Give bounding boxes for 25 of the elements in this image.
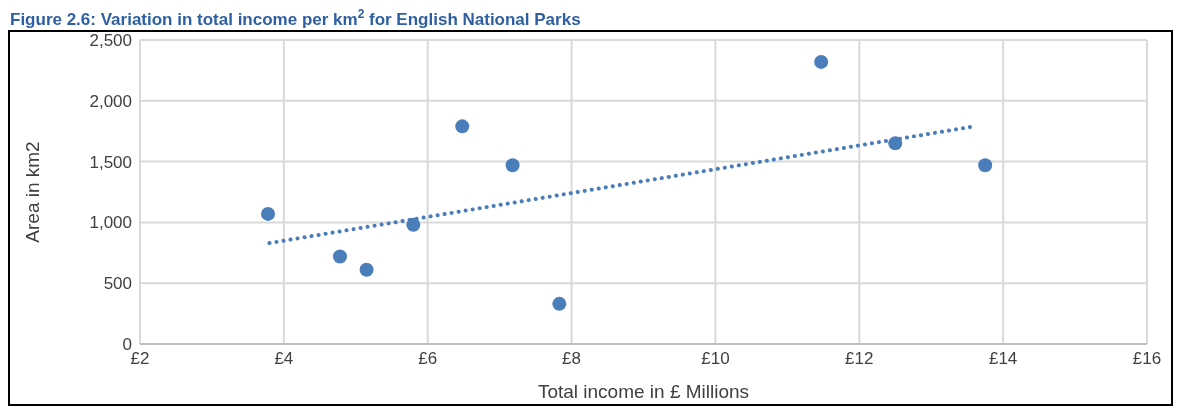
x-axis-title: Total income in £ Millions	[537, 381, 750, 402]
y-tick-label: 2,500	[89, 31, 132, 51]
y-axis-title: Area in km2	[21, 141, 43, 243]
point	[814, 54, 829, 69]
point	[332, 249, 347, 264]
x-tick-label: £16	[1132, 349, 1162, 369]
x-tick-label: £4	[274, 349, 294, 369]
y-tick-label: 2,000	[89, 91, 132, 111]
x-tick-label: £12	[845, 349, 874, 369]
y-tick-label: 1,500	[89, 152, 132, 172]
point	[505, 158, 520, 173]
x-tick-label: £2	[130, 349, 150, 369]
x-tick-label: £6	[418, 349, 438, 369]
y-tick-label: 1,000	[89, 213, 132, 233]
x-tick-label: £10	[701, 349, 730, 369]
point	[455, 119, 470, 134]
chart-title: Figure 2.6: Variation in total income per km$^{2}$ for English National Parks	[10, 7, 581, 29]
x-tick-label: £8	[562, 349, 582, 369]
y-tick-label: 500	[103, 274, 132, 294]
point	[552, 296, 567, 311]
y-tick-label: 0	[122, 335, 132, 355]
point	[359, 262, 374, 277]
point	[261, 206, 276, 221]
x-tick-label: £14	[988, 349, 1018, 369]
point	[978, 158, 993, 173]
